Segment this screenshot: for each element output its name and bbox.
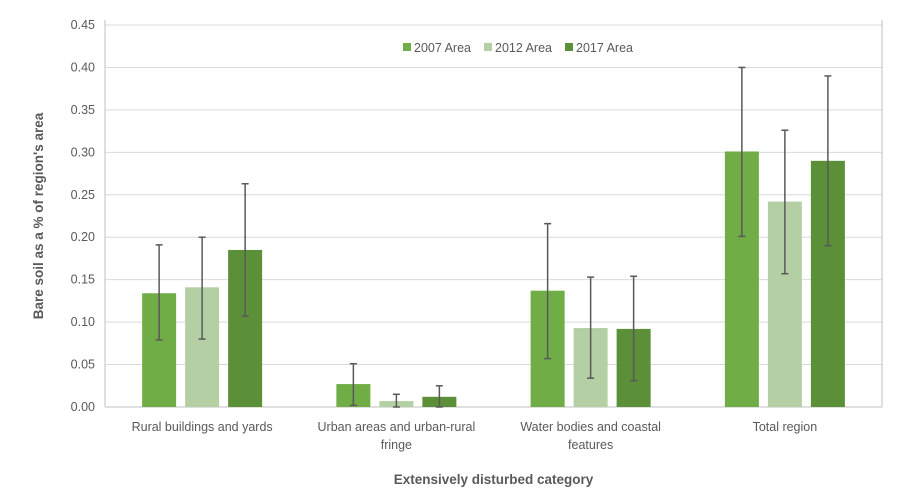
y-tick-label: 0.45 [71, 18, 95, 32]
x-tick-label: fringe [381, 438, 412, 452]
x-tick-label: Total region [753, 420, 818, 434]
x-tick-label: Water bodies and coastal [520, 420, 661, 434]
y-tick-label: 0.40 [71, 60, 95, 74]
y-tick-label: 0.05 [71, 358, 95, 372]
legend-swatch [484, 43, 492, 51]
y-tick-label: 0.20 [71, 230, 95, 244]
y-tick-label: 0.35 [71, 103, 95, 117]
legend-swatch [565, 43, 573, 51]
x-axis-title: Extensively disturbed category [394, 472, 594, 487]
x-tick-label: features [568, 438, 613, 452]
legend-label: 2012 Area [495, 41, 552, 55]
x-tick-label: Rural buildings and yards [132, 420, 273, 434]
y-tick-label: 0.00 [71, 400, 95, 414]
y-tick-label: 0.10 [71, 315, 95, 329]
y-tick-label: 0.15 [71, 273, 95, 287]
legend-swatch [403, 43, 411, 51]
y-axis-title: Bare soil as a % of region's area [31, 112, 46, 319]
y-tick-label: 0.30 [71, 145, 95, 159]
legend-label: 2017 Area [576, 41, 633, 55]
x-tick-label: Urban areas and urban-rural [318, 420, 476, 434]
y-tick-label: 0.25 [71, 188, 95, 202]
legend-label: 2007 Area [414, 41, 471, 55]
